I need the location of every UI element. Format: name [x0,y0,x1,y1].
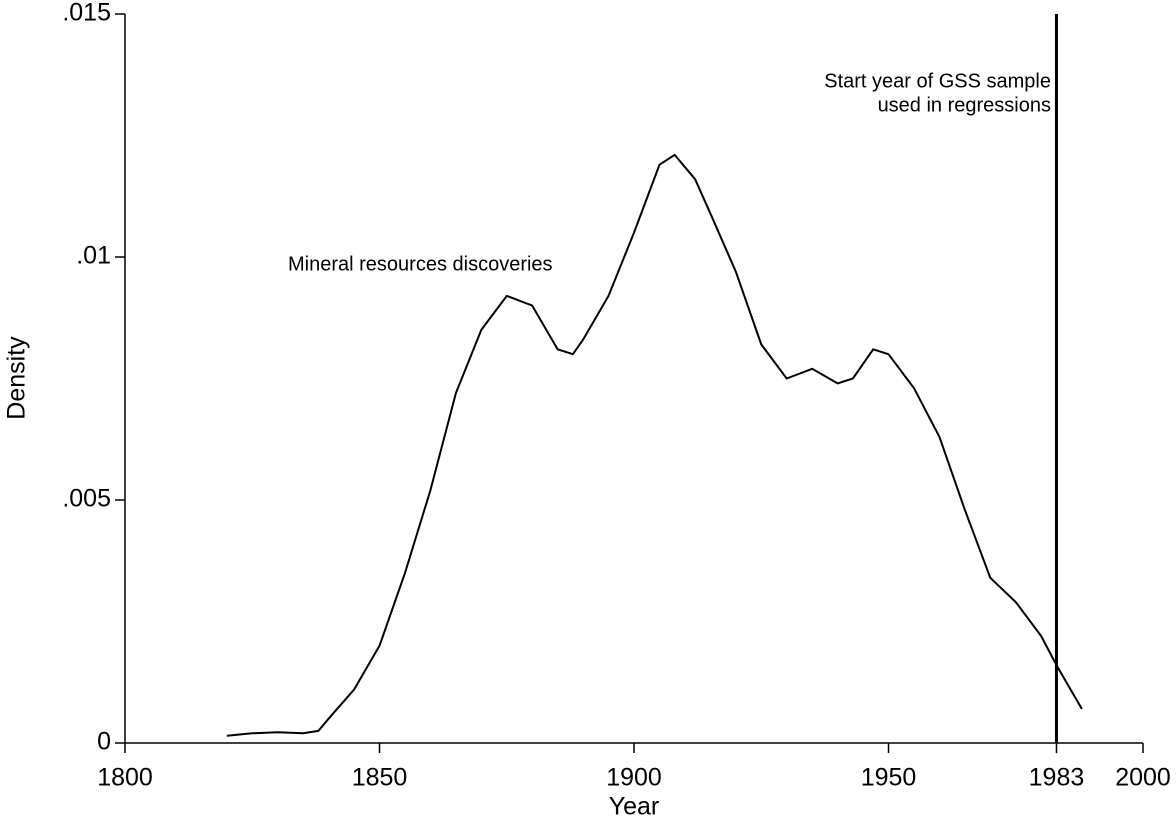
annotation: Start year of GSS sample [824,70,1051,92]
x-tick-label: 1800 [97,764,153,792]
x-tick-label: 1950 [861,764,917,792]
y-tick-label: .015 [62,0,111,27]
y-tick-label: .01 [76,242,111,270]
x-tick-label: 1983 [1029,764,1085,792]
y-axis-label: Density [3,336,31,420]
x-tick-label: 1900 [606,764,662,792]
annotation: used in regressions [878,94,1051,116]
y-tick-label: .005 [62,485,111,513]
y-tick-label: 0 [97,728,111,756]
x-tick-label: 2000 [1115,764,1171,792]
x-axis-label: Year [609,793,660,821]
annotation: Mineral resources discoveries [288,253,553,275]
x-tick-label: 1850 [352,764,408,792]
density-line [226,153,1083,737]
